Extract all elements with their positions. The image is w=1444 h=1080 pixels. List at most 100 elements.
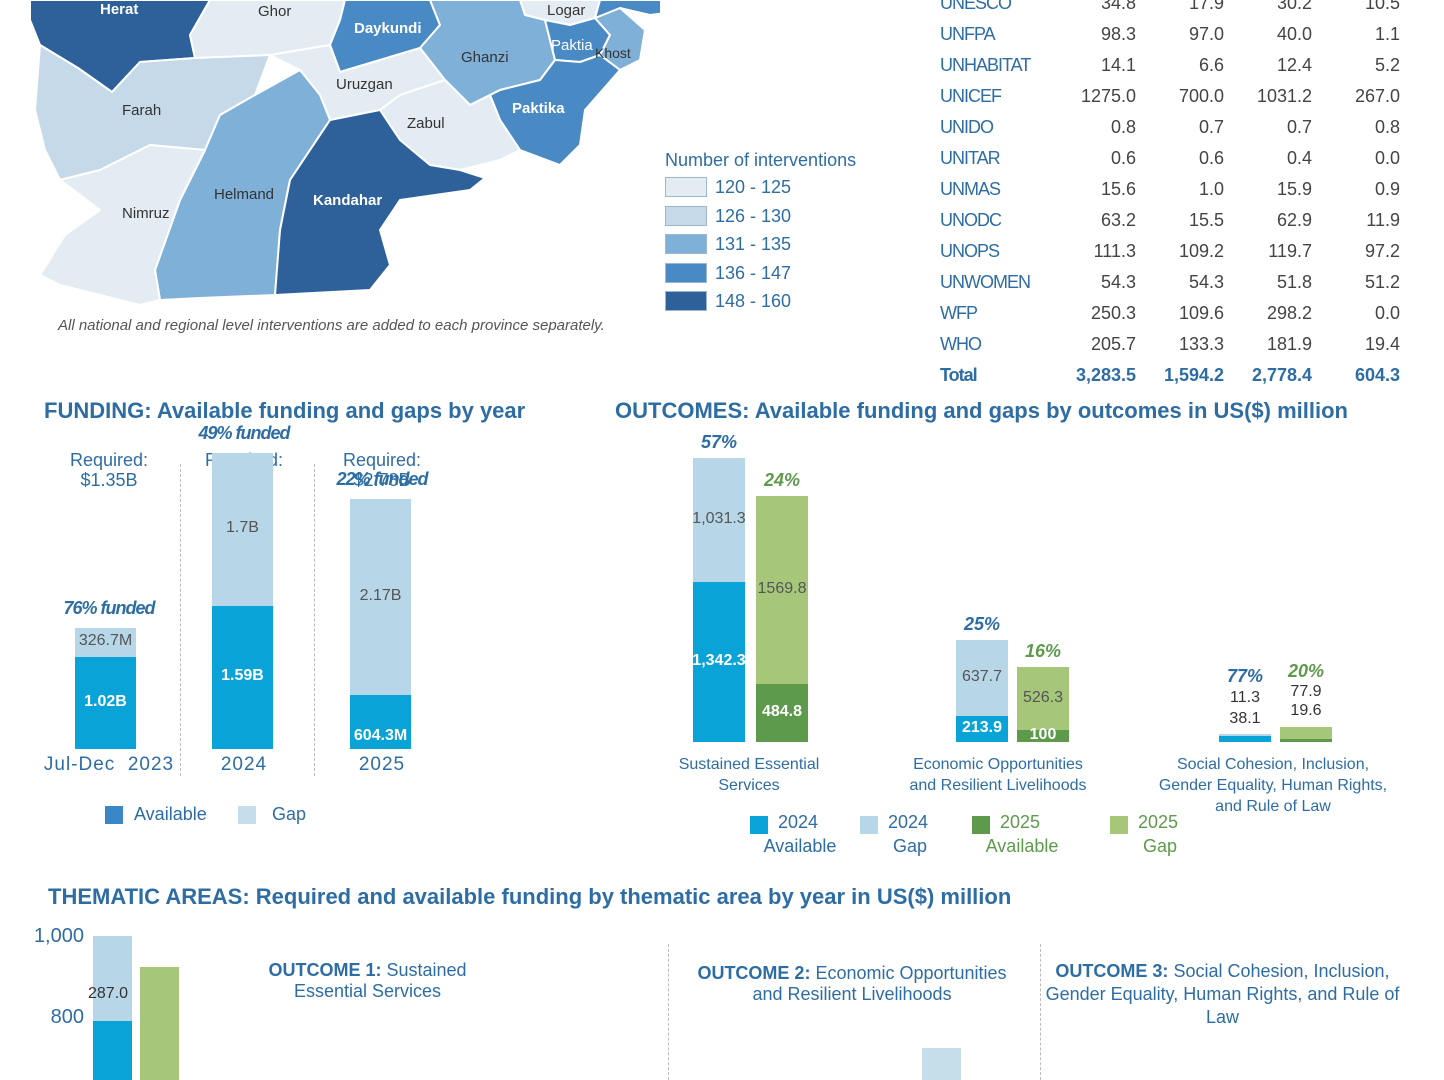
agency-name: UNICEF bbox=[940, 86, 1002, 106]
outcome-2024-available-value: 1,342.3 bbox=[692, 651, 746, 669]
agency-value: 12.4 bbox=[1276, 55, 1312, 75]
map-legend-swatch bbox=[665, 177, 707, 197]
agency-value: 10.5 bbox=[1364, 0, 1400, 13]
thematic-value-287: 287.0 bbox=[88, 985, 129, 1002]
funding-available-value: 604.3M bbox=[353, 726, 408, 744]
agency-name: UNESCO bbox=[940, 0, 1012, 13]
thematic-divider-1 bbox=[668, 944, 669, 1080]
outcome-2024-available-bar bbox=[956, 716, 1008, 742]
map-legend-range: 131 - 135 bbox=[715, 234, 792, 254]
outcomes-legend-kind: Gap bbox=[892, 836, 928, 856]
label-nimruz: Nimruz bbox=[122, 205, 170, 222]
thematic-o1-2024-available-bar bbox=[93, 1021, 132, 1080]
agency-value: 62.9 bbox=[1276, 210, 1312, 230]
thematic-title: THEMATIC AREAS: Required and available f… bbox=[48, 884, 1012, 909]
agency-value: 0.0 bbox=[1374, 148, 1400, 168]
agency-value: 15.6 bbox=[1100, 179, 1136, 199]
agency-value: 1,594.2 bbox=[1163, 365, 1224, 385]
outcome-2024-gap-value: 1,031.3 bbox=[692, 509, 746, 527]
outcomes-legend-year: 2024 bbox=[778, 812, 819, 832]
outcome-2024-available-bar bbox=[1219, 736, 1271, 742]
outcome-2024-available-bar bbox=[693, 581, 745, 742]
outcome-2025-available-value: 19.6 bbox=[1290, 702, 1322, 719]
agency-value: 19.4 bbox=[1364, 334, 1400, 354]
agency-value: 97.2 bbox=[1364, 241, 1400, 261]
funding-gap-bar: 326.7M bbox=[75, 627, 136, 658]
funding-gap-value: 1.7B bbox=[226, 519, 259, 537]
map-legend-swatch bbox=[665, 262, 707, 283]
agency-value: 0.7 bbox=[1198, 117, 1224, 137]
label-herat: Herat bbox=[100, 1, 139, 18]
funding-divider-2 bbox=[314, 464, 315, 776]
legend-gap-swatch bbox=[238, 806, 256, 824]
outcome-category-label: Economic Opportunities and Resilient Liv… bbox=[909, 756, 1087, 794]
map-legend-range: 136 - 147 bbox=[715, 262, 792, 283]
table-row: WHO 205.7 133.3 181.9 19.4 bbox=[940, 329, 1400, 360]
y-tick-1000: 1,000 bbox=[33, 925, 84, 947]
outcome-2025-percent: 24% bbox=[763, 470, 801, 491]
province-nimruz[interactable] bbox=[39, 144, 206, 306]
agency-value: 0.7 bbox=[1286, 117, 1312, 137]
province-nangarhar[interactable] bbox=[594, 0, 660, 19]
funding-percent-funded: 76% funded bbox=[63, 597, 155, 618]
funding-year-label: 2024 bbox=[220, 754, 268, 775]
agency-name: Total bbox=[940, 365, 978, 385]
funding-required-label: Required: $2.78B bbox=[342, 450, 422, 490]
funding-gap-bar: 1.7B bbox=[212, 452, 273, 606]
agency-value: 40.0 bbox=[1276, 24, 1312, 44]
label-paktia: Paktia bbox=[551, 37, 593, 54]
outcome-2024-available-value: 38.1 bbox=[1229, 710, 1261, 727]
agency-value: 0.4 bbox=[1286, 148, 1312, 168]
agency-value: 0.0 bbox=[1374, 303, 1400, 323]
outcome-category-label: Social Cohesion, Inclusion, Gender Equal… bbox=[1158, 756, 1388, 815]
outcomes-legend-kind: Gap bbox=[1142, 836, 1178, 856]
agency-name: WHO bbox=[940, 334, 982, 354]
agency-value: 97.0 bbox=[1188, 24, 1224, 44]
label-farah: Farah bbox=[122, 102, 162, 119]
outcome-2025-available-value: 100 bbox=[1029, 726, 1057, 744]
table-row: UNESCO 34.8 17.9 30.2 10.5 bbox=[940, 0, 1400, 19]
outcome-2024-gap-value: 11.3 bbox=[1230, 689, 1260, 706]
funding-title: FUNDING: Available funding and gaps by y… bbox=[44, 398, 526, 423]
map-legend-range: 148 - 160 bbox=[715, 291, 792, 311]
agency-value: 30.2 bbox=[1276, 0, 1312, 13]
map-legend-range: 126 - 130 bbox=[715, 205, 792, 226]
funding-year-label: 2025 bbox=[358, 754, 406, 775]
outcome-2025-available-bar bbox=[1280, 739, 1332, 742]
table-row: UNHABITAT 14.1 6.6 12.4 5.2 bbox=[940, 50, 1400, 81]
outcome-category-label: Sustained Essential Services bbox=[678, 756, 820, 794]
outcomes-title: OUTCOMES: Available funding and gaps by … bbox=[615, 398, 1348, 423]
legend-gap-label: Gap bbox=[272, 804, 307, 824]
agency-value: 1031.2 bbox=[1256, 86, 1312, 106]
outcome-1-heading: OUTCOME 1: Sustained Essential Services bbox=[268, 960, 467, 1001]
outcome-2024-percent: 57% bbox=[700, 432, 738, 453]
outcome-2024-available-value: 213.9 bbox=[961, 719, 1003, 737]
agency-value: 0.8 bbox=[1374, 117, 1400, 137]
y-tick-800: 800 bbox=[50, 1006, 84, 1028]
agency-value: 0.9 bbox=[1374, 179, 1400, 199]
outcomes-legend-swatch bbox=[750, 816, 768, 834]
thematic-o1-2024-gap-bar bbox=[93, 936, 132, 1021]
table-row: UNODC 63.2 15.5 62.9 11.9 bbox=[940, 205, 1400, 236]
agency-value: 54.3 bbox=[1188, 272, 1224, 292]
outcome-2025-gap-value: 526.3 bbox=[1022, 688, 1064, 706]
agency-value: 1275.0 bbox=[1080, 86, 1136, 106]
outcomes-legend-year: 2024 bbox=[888, 812, 929, 832]
outcome-2024-percent: 25% bbox=[963, 614, 1001, 635]
agency-value: 700.0 bbox=[1178, 86, 1224, 106]
province-kandahar[interactable] bbox=[274, 109, 486, 296]
agency-value: 11.9 bbox=[1366, 210, 1400, 230]
outcome-2025-gap-value: 1569.8 bbox=[757, 580, 807, 598]
province-khost[interactable] bbox=[594, 7, 646, 71]
thematic-o1-2025-bar bbox=[140, 967, 179, 1080]
legend-available-swatch bbox=[105, 806, 123, 824]
outcome-2025-gap-bar bbox=[1280, 727, 1332, 739]
agency-value: 17.9 bbox=[1188, 0, 1224, 13]
funding-year-label: Jul-Dec 2023 bbox=[43, 754, 175, 775]
label-logar: Logar bbox=[547, 2, 586, 19]
funding-required-label: Required: $1.35B bbox=[69, 450, 149, 490]
agency-value: 298.2 bbox=[1266, 303, 1312, 323]
outcomes-legend-year: 2025 bbox=[1000, 812, 1041, 832]
outcome-2025-gap-bar bbox=[756, 496, 808, 685]
outcome-2025-gap-value: 77.9 bbox=[1290, 683, 1322, 700]
